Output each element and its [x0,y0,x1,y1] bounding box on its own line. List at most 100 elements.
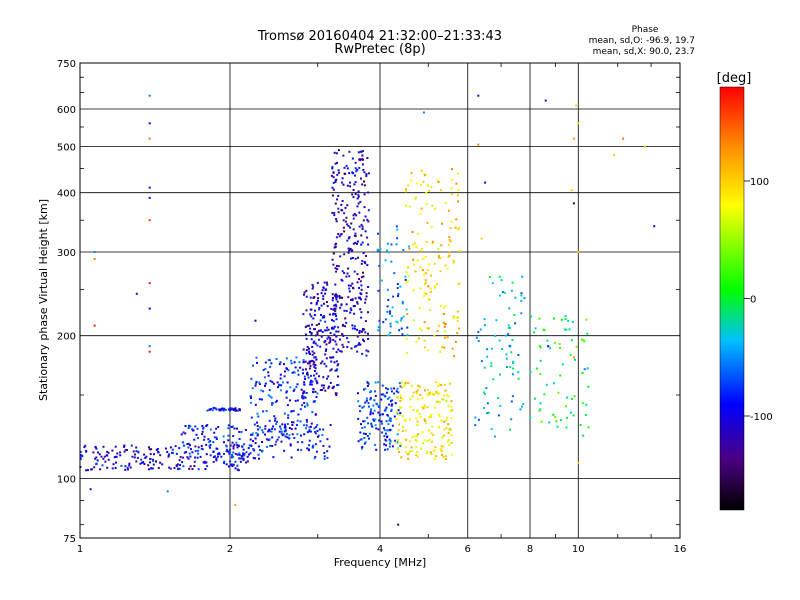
data-point [428,429,430,432]
data-point [483,366,486,369]
data-point [305,349,308,352]
data-point [264,433,266,436]
data-point [430,432,433,435]
data-point [169,467,172,470]
phase-info-o: mean, sd,O: -96.9, 19.7 [589,36,695,46]
data-point [310,308,313,311]
data-point [445,399,448,402]
data-point [306,371,309,374]
data-point [544,99,547,102]
data-point [377,232,379,235]
data-point [259,426,261,429]
data-point [384,259,387,262]
data-point [511,339,514,341]
data-point [342,226,345,229]
data-point [383,435,386,438]
data-point [230,463,233,466]
data-point [253,449,256,452]
data-point [360,423,362,426]
data-point [290,428,293,431]
data-point [356,328,359,331]
data-point [559,374,562,377]
data-point [490,364,493,367]
data-point [336,198,339,201]
data-point [363,193,366,196]
data-point [517,371,520,374]
data-point [423,418,426,421]
data-point [345,216,348,219]
data-point [425,327,428,329]
data-point [223,462,225,465]
data-point [264,368,267,370]
data-point [296,433,299,436]
data-point [557,391,560,394]
data-point [132,450,135,453]
data-point [440,445,443,448]
data-point [254,403,257,406]
data-point [352,242,355,245]
data-point [159,461,162,464]
data-point [436,283,439,285]
data-point [133,456,136,459]
data-point [283,426,286,429]
data-point [304,333,307,336]
data-point [254,457,257,460]
data-point [481,360,483,363]
data-point [320,384,323,387]
data-point [394,402,397,405]
data-point [430,392,433,395]
data-point [258,398,261,401]
data-point [203,460,206,463]
data-point [494,334,497,337]
data-point [326,326,329,329]
data-point [308,426,311,429]
data-point [386,249,388,252]
data-point [255,381,258,383]
data-point [355,345,358,348]
data-point [308,439,311,442]
data-point [414,270,417,273]
data-point [255,432,258,435]
data-point [318,375,320,378]
data-point [396,396,399,399]
data-point [293,437,296,439]
data-point [343,166,346,169]
data-point [221,407,224,410]
data-point [438,415,441,418]
data-point [442,445,445,448]
data-point [559,346,562,349]
data-point [357,151,360,154]
data-point [365,349,368,352]
data-point [314,356,317,359]
data-point [279,427,282,430]
data-point [315,450,318,453]
data-point [249,438,252,441]
data-point [367,220,370,223]
data-point [378,406,380,409]
data-point [335,236,338,239]
data-point [140,458,143,461]
data-point [336,384,339,387]
data-point [183,451,186,454]
data-point [430,413,433,416]
data-point [407,452,410,455]
data-point [338,295,341,297]
data-point [456,316,459,319]
data-point [404,419,407,422]
data-point [369,390,372,393]
data-point [308,362,311,365]
data-point [412,319,415,322]
data-point [556,425,559,428]
data-point [339,296,342,299]
data-point [119,451,122,454]
data-point [316,430,319,432]
data-point [205,453,208,456]
data-point [427,184,430,187]
data-point [374,418,377,421]
data-point [334,293,337,296]
data-point [348,290,351,293]
data-point [231,464,234,467]
data-point [341,177,344,180]
data-point [306,373,309,376]
